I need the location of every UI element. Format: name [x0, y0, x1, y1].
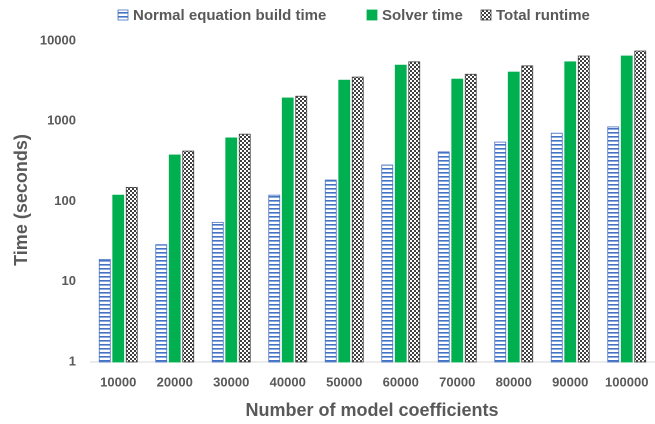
y-tick-label: 1: [69, 353, 76, 368]
bar: [112, 194, 125, 363]
bar: [437, 151, 450, 363]
bar: [381, 164, 394, 363]
bar: [268, 194, 281, 363]
x-tick-label: 20000: [157, 374, 193, 389]
bar: [451, 78, 464, 363]
bar: [281, 97, 294, 363]
bar: [125, 186, 138, 363]
bar: [98, 258, 111, 363]
bar: [507, 71, 520, 363]
bar: [211, 221, 224, 363]
bar: [464, 73, 477, 363]
bar: [577, 55, 590, 363]
legend-label: Normal equation build time: [133, 7, 326, 24]
legend-label: Solver time: [382, 7, 463, 24]
bar: [408, 61, 421, 363]
bar: [620, 55, 633, 363]
legend-swatch: [480, 9, 492, 21]
bar: [607, 126, 620, 363]
bar: [494, 141, 507, 363]
y-tick-label: 10: [62, 273, 76, 288]
bar: [238, 133, 251, 363]
bar: [324, 179, 337, 363]
y-tick-label: 100: [54, 193, 76, 208]
bar: [394, 64, 407, 363]
bar: [521, 65, 534, 363]
bar: [564, 61, 577, 363]
legend-swatch: [117, 9, 129, 21]
x-tick-label: 30000: [213, 374, 249, 389]
bar: [155, 244, 168, 363]
x-axis-title: Number of model coefficients: [245, 400, 498, 420]
x-tick-label: 70000: [439, 374, 475, 389]
bar: [351, 76, 364, 363]
x-tick-label: 80000: [496, 374, 532, 389]
x-tick-label: 60000: [383, 374, 419, 389]
y-tick-label: 1000: [47, 113, 76, 128]
bar: [634, 50, 647, 363]
x-tick-label: 40000: [270, 374, 306, 389]
y-axis-title: Time (seconds): [11, 134, 31, 266]
legend-label: Total runtime: [496, 7, 590, 24]
y-tick-label: 10000: [40, 32, 76, 47]
bar: [168, 154, 181, 363]
bar: [550, 132, 563, 363]
legend-swatch: [366, 9, 378, 21]
bar: [225, 137, 238, 363]
bar: [295, 95, 308, 363]
x-tick-label: 10000: [100, 374, 136, 389]
x-tick-label: 90000: [552, 374, 588, 389]
bar: [338, 79, 351, 363]
bar: [182, 150, 195, 363]
x-tick-label: 100000: [605, 374, 648, 389]
x-tick-label: 50000: [326, 374, 362, 389]
